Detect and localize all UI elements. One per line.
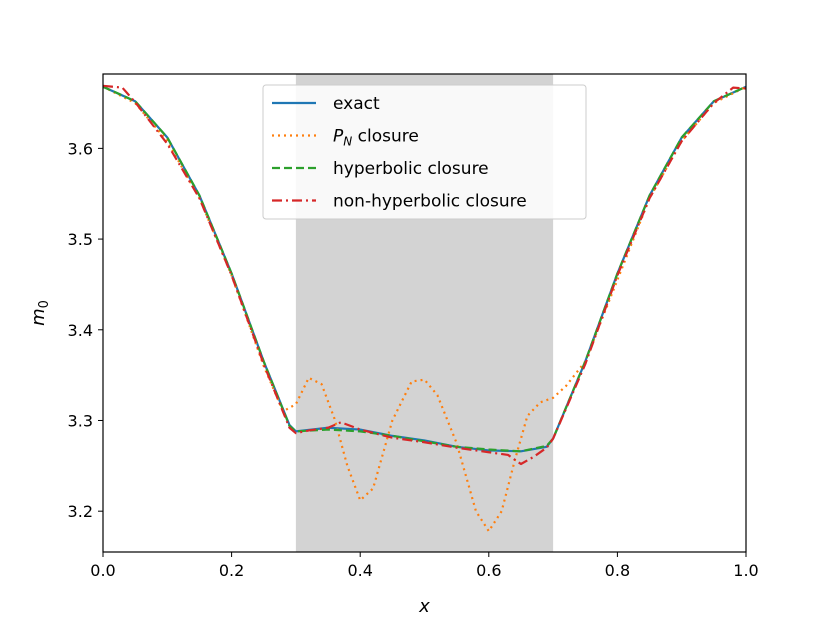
legend-label-exact: exact <box>333 94 380 114</box>
y-tick-label: 3.6 <box>68 139 93 158</box>
y-tick-label: 3.2 <box>68 502 93 521</box>
legend: exact PN closure hyperbolic closure non-… <box>262 84 587 220</box>
plot-frame <box>102 73 747 553</box>
series-line-non-hyperbolic-closure <box>102 84 747 466</box>
legend-label-pn-rest: closure <box>352 127 419 147</box>
x-axis-label: x <box>418 596 430 617</box>
svg-text:m0: m0 <box>28 300 52 326</box>
legend-label-pn-subscript: N <box>343 135 352 149</box>
y-tick-label: 3.3 <box>68 411 93 430</box>
legend-label-non-hyperbolic: non-hyperbolic closure <box>333 192 527 212</box>
legend-box <box>262 84 587 220</box>
series-layer <box>102 84 747 533</box>
legend-label-pn: PN closure <box>333 127 419 149</box>
y-axis-label-subscript: 0 <box>37 300 52 308</box>
y-axis-label: m0 <box>28 300 52 326</box>
x-tick-label: 0.0 <box>90 561 115 580</box>
y-tick-label: 3.5 <box>68 230 93 249</box>
legend-label-pn-main: P <box>333 127 344 147</box>
x-tick-label: 1.0 <box>733 561 758 580</box>
x-tick-label: 0.4 <box>347 561 372 580</box>
y-axis-label-main: m <box>28 308 49 326</box>
ticks-layer: 0.0 0.2 0.4 0.6 0.8 1.0 3.2 3.3 3.4 3.5 3.6 <box>68 139 759 580</box>
x-tick-label: 0.6 <box>476 561 501 580</box>
x-tick-label: 0.8 <box>605 561 630 580</box>
y-tick-label: 3.4 <box>68 321 93 340</box>
legend-label-hyperbolic: hyperbolic closure <box>333 159 489 179</box>
x-tick-label: 0.2 <box>219 561 244 580</box>
